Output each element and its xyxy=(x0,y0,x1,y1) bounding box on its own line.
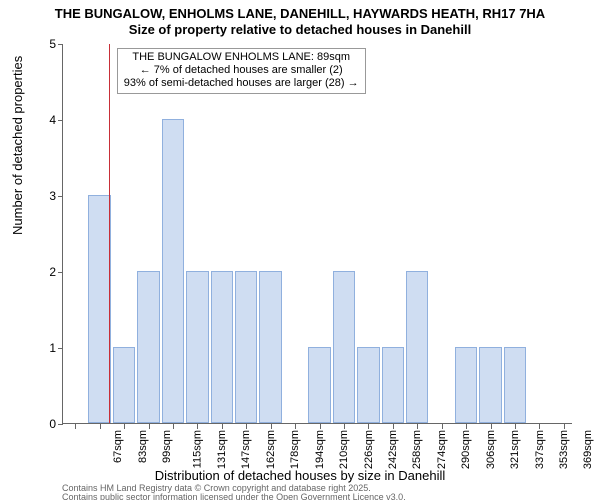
ytick-mark xyxy=(58,196,63,197)
ytick-label: 2 xyxy=(26,265,56,279)
subject-marker-line xyxy=(109,44,110,423)
xtick-mark xyxy=(271,424,272,429)
xtick-mark xyxy=(173,424,174,429)
histogram-bar xyxy=(455,347,477,423)
xtick-label: 337sqm xyxy=(534,430,546,469)
histogram-bar xyxy=(333,271,355,423)
footer-line-2: Contains public sector information licen… xyxy=(62,493,406,500)
x-axis-label: Distribution of detached houses by size … xyxy=(0,468,600,483)
xtick-label: 290sqm xyxy=(460,430,472,469)
xtick-label: 242sqm xyxy=(387,430,399,469)
histogram-bar xyxy=(186,271,208,423)
xtick-label: 178sqm xyxy=(289,430,301,469)
histogram-bar xyxy=(88,195,110,423)
histogram-bar xyxy=(137,271,159,423)
title-line-2: Size of property relative to detached ho… xyxy=(0,22,600,38)
xtick-mark xyxy=(417,424,418,429)
xtick-label: 67sqm xyxy=(112,430,124,463)
histogram-bar xyxy=(113,347,135,423)
histogram-bar xyxy=(357,347,379,423)
xtick-mark xyxy=(466,424,467,429)
histogram-bar xyxy=(308,347,330,423)
xtick-mark xyxy=(515,424,516,429)
xtick-label: 274sqm xyxy=(436,430,448,469)
plot-area: 01234567sqm83sqm99sqm115sqm131sqm147sqm1… xyxy=(62,44,572,424)
xtick-mark xyxy=(539,424,540,429)
xtick-mark xyxy=(222,424,223,429)
xtick-mark xyxy=(393,424,394,429)
xtick-mark xyxy=(344,424,345,429)
xtick-label: 162sqm xyxy=(265,430,277,469)
xtick-label: 99sqm xyxy=(161,430,173,463)
xtick-label: 131sqm xyxy=(216,430,228,469)
attribution-footer: Contains HM Land Registry data © Crown c… xyxy=(62,484,406,500)
histogram-bar xyxy=(382,347,404,423)
title-line-1: THE BUNGALOW, ENHOLMS LANE, DANEHILL, HA… xyxy=(0,6,600,22)
xtick-mark xyxy=(491,424,492,429)
xtick-mark xyxy=(320,424,321,429)
xtick-mark xyxy=(295,424,296,429)
xtick-label: 258sqm xyxy=(412,430,424,469)
ytick-label: 5 xyxy=(26,37,56,51)
xtick-mark xyxy=(100,424,101,429)
callout-line-2: ← 7% of detached houses are smaller (2) xyxy=(124,64,359,77)
histogram-bar xyxy=(406,271,428,423)
ytick-mark xyxy=(58,348,63,349)
callout-line-1: THE BUNGALOW ENHOLMS LANE: 89sqm xyxy=(124,51,359,64)
xtick-label: 115sqm xyxy=(191,430,203,468)
xtick-mark xyxy=(75,424,76,429)
histogram-bar xyxy=(259,271,281,423)
xtick-mark xyxy=(442,424,443,429)
callout-line-3: 93% of semi-detached houses are larger (… xyxy=(124,77,359,90)
ytick-label: 4 xyxy=(26,113,56,127)
xtick-mark xyxy=(564,424,565,429)
xtick-label: 369sqm xyxy=(583,430,595,469)
xtick-label: 226sqm xyxy=(363,430,375,469)
xtick-label: 210sqm xyxy=(338,430,350,469)
chart-container: THE BUNGALOW, ENHOLMS LANE, DANEHILL, HA… xyxy=(0,0,600,500)
xtick-label: 353sqm xyxy=(558,430,570,469)
xtick-mark xyxy=(197,424,198,429)
chart-title: THE BUNGALOW, ENHOLMS LANE, DANEHILL, HA… xyxy=(0,0,600,39)
xtick-mark xyxy=(124,424,125,429)
xtick-label: 321sqm xyxy=(509,430,521,469)
histogram-bar xyxy=(235,271,257,423)
ytick-label: 3 xyxy=(26,189,56,203)
xtick-mark xyxy=(246,424,247,429)
xtick-mark xyxy=(149,424,150,429)
histogram-bar xyxy=(162,119,184,423)
plot-inner: 01234567sqm83sqm99sqm115sqm131sqm147sqm1… xyxy=(62,44,572,424)
ytick-mark xyxy=(58,272,63,273)
xtick-mark xyxy=(368,424,369,429)
xtick-label: 194sqm xyxy=(314,430,326,469)
xtick-label: 306sqm xyxy=(485,430,497,469)
histogram-bar xyxy=(504,347,526,423)
xtick-label: 83sqm xyxy=(137,430,149,463)
histogram-bar xyxy=(479,347,501,423)
xtick-label: 147sqm xyxy=(241,430,253,469)
subject-callout: THE BUNGALOW ENHOLMS LANE: 89sqm← 7% of … xyxy=(117,48,366,94)
ytick-label: 0 xyxy=(26,417,56,431)
ytick-label: 1 xyxy=(26,341,56,355)
ytick-mark xyxy=(58,120,63,121)
ytick-mark xyxy=(58,44,63,45)
ytick-mark xyxy=(58,424,63,425)
histogram-bar xyxy=(211,271,233,423)
y-axis-label: Number of detached properties xyxy=(10,56,25,235)
